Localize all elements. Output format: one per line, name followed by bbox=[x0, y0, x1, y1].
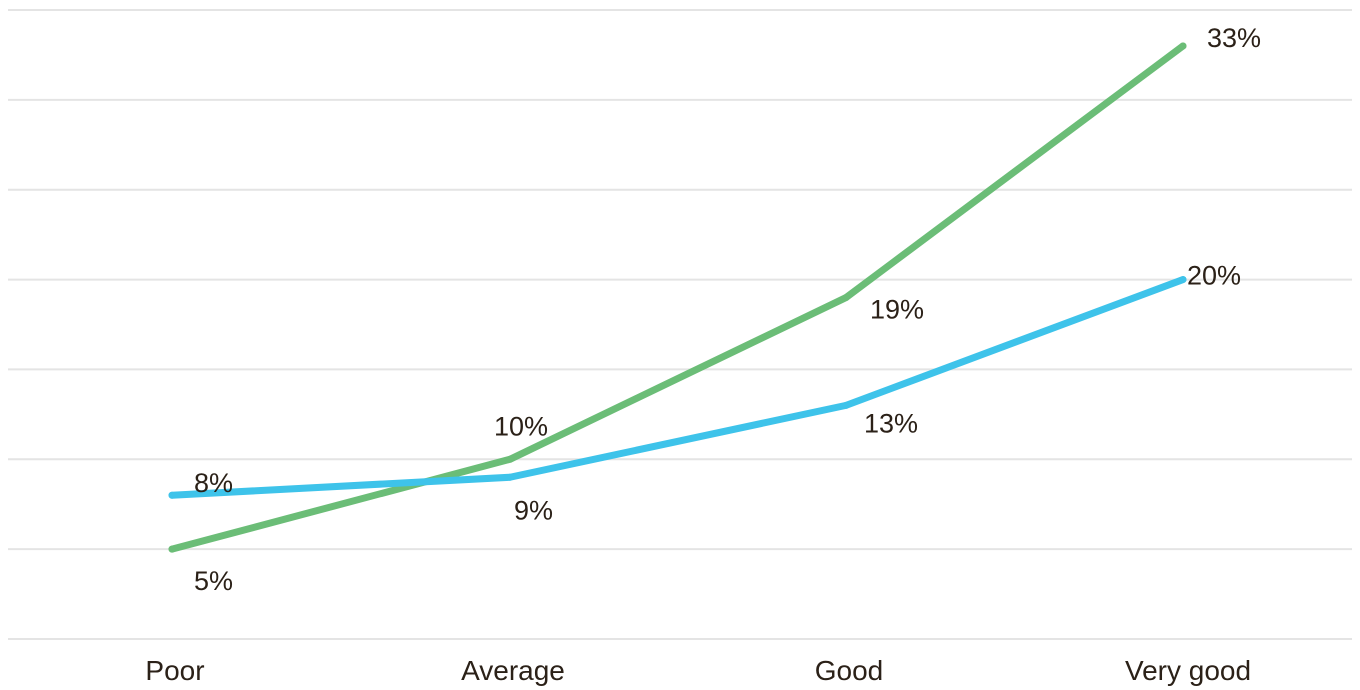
series-line-0 bbox=[168, 42, 1187, 553]
data-point-1-1 bbox=[506, 473, 514, 481]
data-point-0-3 bbox=[1179, 42, 1187, 50]
data-point-1-3 bbox=[1179, 276, 1187, 284]
data-point-1-0 bbox=[168, 491, 176, 499]
series-lines bbox=[168, 42, 1187, 553]
series-line-1 bbox=[168, 276, 1187, 499]
data-point-0-2 bbox=[842, 294, 850, 302]
x-tick-label-1: Average bbox=[461, 655, 565, 686]
x-tick-label-3: Very good bbox=[1125, 655, 1251, 686]
data-labels: 5% 10% 19% 33% 8% 9% 13% 20% bbox=[194, 23, 1261, 596]
gridlines bbox=[8, 9, 1352, 640]
data-point-0-0 bbox=[168, 545, 176, 553]
data-label-1-2: 13% bbox=[864, 408, 918, 438]
data-label-0-0: 5% bbox=[194, 566, 233, 596]
data-label-1-1: 9% bbox=[514, 495, 553, 525]
data-label-0-1: 10% bbox=[494, 411, 548, 441]
data-label-1-3: 20% bbox=[1187, 261, 1241, 291]
data-point-0-1 bbox=[506, 455, 514, 463]
data-label-0-2: 19% bbox=[870, 295, 924, 325]
data-label-0-3: 33% bbox=[1207, 23, 1261, 53]
x-axis-tick-labels: Poor Average Good Very good bbox=[145, 655, 1251, 686]
data-point-1-2 bbox=[842, 401, 850, 409]
data-label-1-0: 8% bbox=[194, 468, 233, 498]
x-tick-label-2: Good bbox=[815, 655, 884, 686]
x-tick-label-0: Poor bbox=[145, 655, 204, 686]
